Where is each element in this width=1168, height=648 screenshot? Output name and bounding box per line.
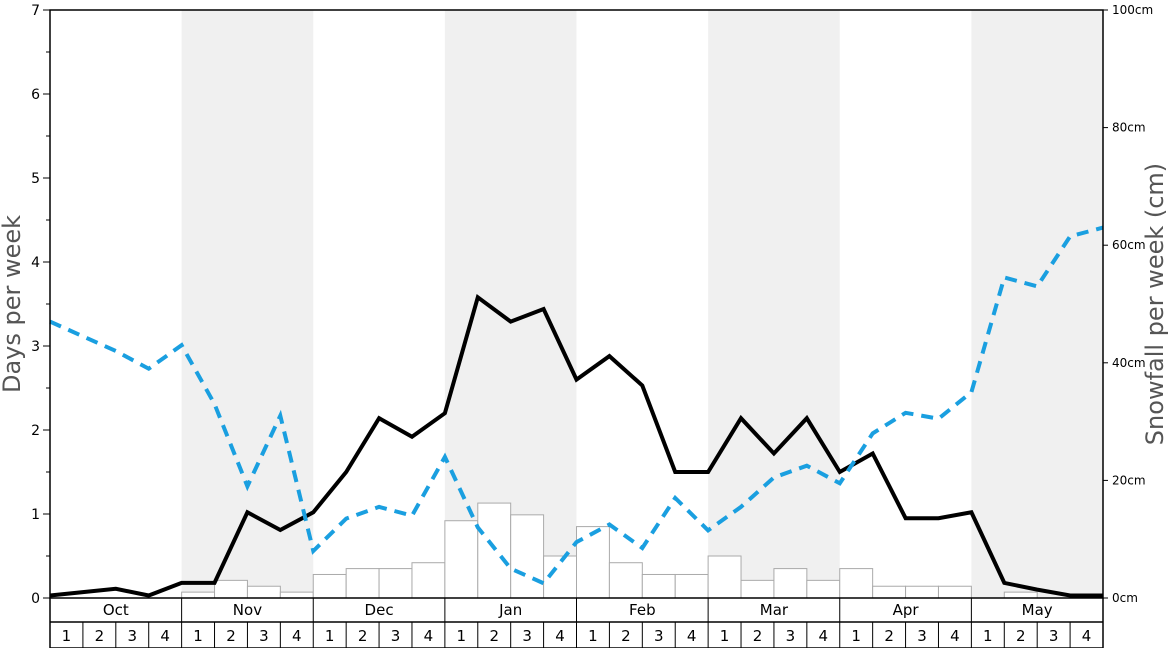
week-label: 4	[424, 627, 434, 645]
week-label: 2	[884, 627, 894, 645]
snow-bar	[707, 555, 742, 599]
snow-bar	[214, 579, 248, 599]
week-label: 3	[259, 627, 269, 645]
snow-bar	[279, 591, 314, 599]
snow-bar	[937, 585, 972, 599]
week-label: 1	[325, 627, 335, 645]
snow-bar	[378, 568, 413, 599]
y-right-tick-label: 40cm	[1112, 356, 1146, 370]
snowfall-per-week-line	[49, 225, 1104, 586]
week-label: 1	[62, 627, 72, 645]
week-label: 3	[127, 627, 137, 645]
month-label: May	[1022, 601, 1053, 619]
week-label: 3	[391, 627, 401, 645]
week-label: 1	[720, 627, 730, 645]
week-label: 2	[95, 627, 105, 645]
week-label: 4	[950, 627, 960, 645]
week-label: 1	[193, 627, 203, 645]
week-label: 3	[522, 627, 532, 645]
snow-bar	[312, 573, 347, 599]
week-label: 3	[786, 627, 796, 645]
week-label: 1	[457, 627, 467, 645]
week-label: 2	[621, 627, 631, 645]
snow-bar	[905, 585, 939, 599]
y-left-tick-label: 5	[31, 171, 40, 187]
week-label: 1	[588, 627, 598, 645]
shaded-band-nov	[181, 10, 314, 598]
week-label: 2	[753, 627, 763, 645]
snow-bar	[839, 568, 874, 599]
snow-bar	[510, 514, 545, 599]
y-left-tick-label: 1	[31, 507, 40, 523]
y-right-tick-label: 100cm	[1112, 3, 1153, 17]
y-left-tick-label: 6	[31, 87, 40, 103]
month-label: Jan	[498, 601, 522, 619]
snow-bar	[806, 579, 841, 599]
y-left-tick-label: 7	[31, 3, 40, 19]
month-label: Oct	[103, 601, 129, 619]
y-left-tick-label: 4	[31, 255, 40, 271]
snow-bar	[181, 591, 216, 599]
week-label: 4	[687, 627, 697, 645]
week-label: 1	[851, 627, 861, 645]
week-label: 2	[489, 627, 499, 645]
snow-bar	[444, 520, 479, 599]
snow-bar	[740, 579, 775, 599]
week-label: 3	[654, 627, 664, 645]
week-label: 1	[983, 627, 993, 645]
snow-bar	[608, 562, 643, 599]
y-left-tick-label: 2	[31, 423, 40, 439]
y-left-axis-title: Days per week	[0, 215, 26, 393]
days-per-week-line	[49, 293, 1103, 598]
snow-bar	[345, 568, 380, 599]
y-left-tick-label: 3	[31, 339, 40, 355]
week-label: 3	[917, 627, 927, 645]
week-label: 2	[358, 627, 368, 645]
snow-bar	[674, 573, 709, 599]
week-label: 4	[819, 627, 829, 645]
y-right-axis-title: Snowfall per week (cm)	[1141, 163, 1168, 445]
snow-bar	[872, 585, 907, 599]
y-right-tick-label: 0cm	[1112, 591, 1138, 605]
month-label: Nov	[233, 601, 262, 619]
month-label: Apr	[893, 601, 920, 619]
y-right-tick-label: 60cm	[1112, 238, 1146, 252]
y-left-tick-label: 0	[31, 591, 40, 607]
y-right-tick-label: 80cm	[1112, 121, 1146, 135]
shaded-band-jan	[444, 10, 577, 598]
snow-bar	[641, 573, 676, 599]
week-label: 4	[1082, 627, 1092, 645]
snow-bar	[246, 585, 281, 599]
shaded-band-mar	[708, 10, 840, 598]
month-label: Feb	[629, 601, 656, 619]
month-label: Mar	[760, 601, 789, 619]
week-label: 4	[555, 627, 565, 645]
week-label: 4	[292, 627, 302, 645]
y-right-tick-label: 20cm	[1112, 473, 1146, 487]
snow-bar	[411, 562, 446, 599]
week-label: 2	[226, 627, 236, 645]
month-label: Dec	[365, 601, 394, 619]
snow-bar	[773, 568, 808, 599]
week-label: 4	[160, 627, 170, 645]
week-label: 2	[1016, 627, 1026, 645]
week-label: 3	[1049, 627, 1059, 645]
shaded-band-may	[971, 10, 1103, 598]
snow-bar	[1003, 591, 1038, 599]
